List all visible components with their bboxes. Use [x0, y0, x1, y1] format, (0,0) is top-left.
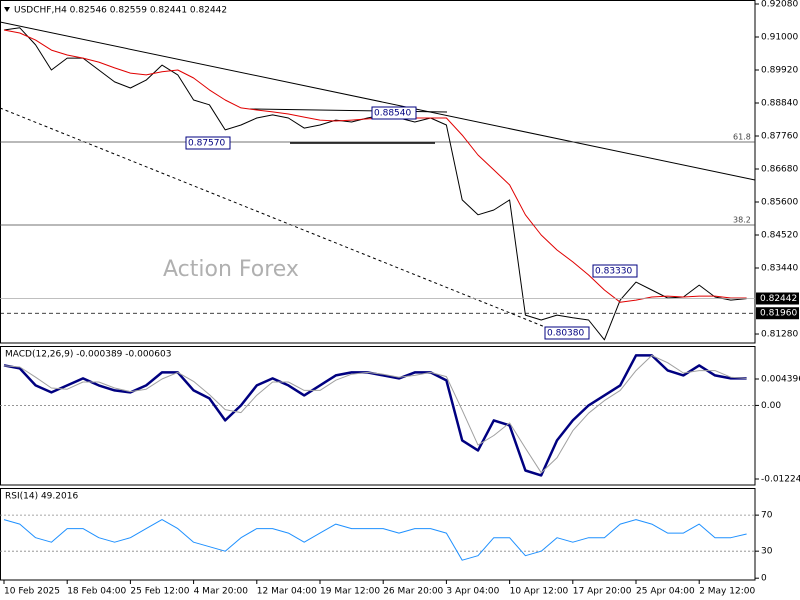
price-label: 0.81960	[760, 309, 797, 319]
rsi-panel-frame	[0, 488, 756, 581]
x-tick-label: 12 Mar 04:00	[257, 587, 317, 597]
series-line	[3, 354, 747, 477]
annotation-box	[371, 106, 417, 120]
watermark: Action Forex	[163, 257, 299, 282]
y-tick-label: 0.89920	[761, 66, 798, 76]
y-tick-label: 0.88840	[761, 99, 798, 109]
x-tick-label: 2 May 12:00	[699, 587, 755, 597]
y-tick-label: 0.00	[761, 401, 781, 411]
x-tick-label: 10 Apr 12:00	[510, 587, 569, 597]
panel-title: RSI(14) 49.2016	[5, 492, 78, 502]
x-tick-label: 25 Feb 12:00	[130, 587, 189, 597]
fib-label: 38.2	[733, 216, 751, 225]
annotation-box	[592, 264, 638, 278]
y-tick-label: 0.91000	[761, 33, 798, 43]
panel-title: USDCHF,H4 0.82546 0.82559 0.82441 0.8244…	[14, 6, 227, 16]
y-tick-label: 0.004396	[761, 374, 800, 384]
annotation-box	[544, 326, 590, 340]
x-tick-label: 17 Apr 20:00	[573, 587, 632, 597]
x-tick-label: 19 Mar 12:00	[320, 587, 380, 597]
series-line	[3, 355, 747, 474]
annotation: 0.88540	[374, 109, 411, 119]
price-label: 0.82442	[760, 294, 797, 304]
annotation-box	[185, 136, 231, 150]
panel-title: MACD(12,26,9) -0.000389 -0.000603	[5, 350, 171, 360]
trend-line-upper	[0, 21, 756, 181]
menu-triangle	[4, 7, 10, 12]
annotation: 0.87570	[188, 139, 225, 149]
fib-label: 61.8	[733, 133, 751, 142]
x-tick-label: 10 Feb 2025	[4, 587, 60, 597]
y-tick-label: 0.81280	[761, 330, 798, 340]
y-tick-label: 0.87760	[761, 132, 798, 142]
price-panel-frame	[0, 0, 756, 344]
y-tick-label: 0.92080	[761, 0, 798, 10]
y-tick-label: 30	[761, 547, 773, 557]
price-label-box	[756, 307, 799, 320]
macd-panel-frame	[0, 346, 756, 486]
y-tick-label: 0.85600	[761, 198, 798, 208]
x-tick-label: 26 Mar 20:00	[383, 587, 443, 597]
y-tick-label: 70	[761, 511, 773, 521]
x-tick-label: 3 Apr 04:00	[446, 587, 499, 597]
y-tick-label: 0.83440	[761, 264, 798, 274]
y-tick-label: -0.012244	[761, 475, 800, 485]
annotation: 0.80380	[547, 329, 584, 339]
y-tick-label: 0	[761, 574, 767, 584]
series-line	[3, 519, 747, 561]
x-tick-label: 18 Feb 04:00	[67, 587, 126, 597]
price-label-box	[756, 292, 799, 305]
y-tick-label: 0.86680	[761, 165, 798, 175]
y-tick-label: 0.84520	[761, 231, 798, 241]
annotation: 0.83330	[595, 267, 632, 277]
x-tick-label: 25 Apr 04:00	[636, 587, 695, 597]
trend-line-lower	[0, 107, 561, 334]
x-tick-label: 4 Mar 20:00	[194, 587, 249, 597]
